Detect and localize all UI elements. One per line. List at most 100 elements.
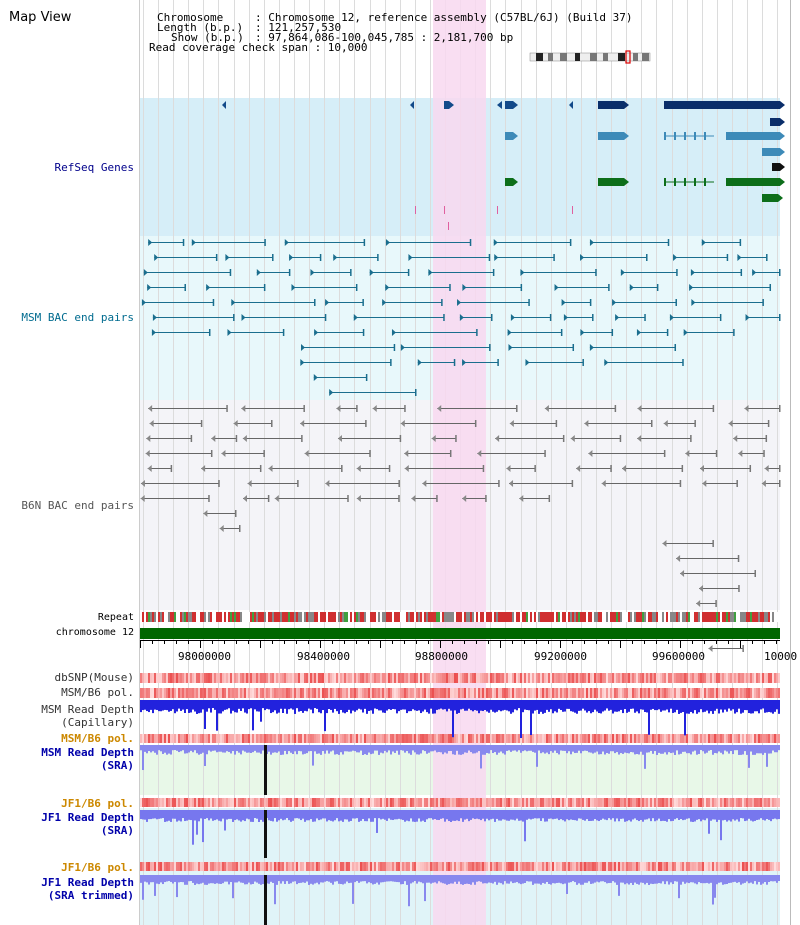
msm-depth-sra-bar: [710, 745, 712, 751]
msm-depth-sra-bar: [220, 745, 222, 752]
msm-b6-pol-heat: [242, 688, 244, 698]
track-label-jf1-b6-pol-2[interactable]: JF1/B6 pol.: [61, 861, 134, 874]
jf1-depth-sra-bar: [340, 810, 342, 821]
jf1-b6-pol-2-heat: [630, 862, 632, 871]
track-label-jf1-depth-sra[interactable]: JF1 Read Depth: [41, 811, 134, 824]
track-label-jf1-b6-pol[interactable]: JF1/B6 pol.: [61, 797, 134, 810]
jf1-b6-pol-heat: [768, 798, 770, 807]
jf1-b6-pol-2-heat: [190, 862, 192, 871]
track-label-refseq[interactable]: RefSeq Genes: [54, 161, 134, 174]
jf1-b6-pol-2-heat: [256, 862, 258, 871]
msm-depth-sra-bar: [502, 745, 504, 754]
track-label-msm-depth-capillary[interactable]: MSM Read Depth: [41, 703, 134, 716]
msm-b6-pol-2-heat: [176, 734, 178, 743]
msm-bac-end: [231, 299, 236, 306]
repeat-segment: [664, 612, 666, 622]
msm-depth-sra-bar: [764, 745, 766, 753]
msm-depth-sra-bar: [410, 745, 412, 755]
dbsnp-heat: [226, 673, 228, 683]
dbsnp-heat: [728, 673, 730, 683]
msm-b6-pol-2-heat: [562, 734, 564, 743]
repeat-segment: [710, 612, 712, 622]
repeat-segment: [322, 612, 324, 622]
selected-region-highlight: [433, 0, 486, 925]
msm-depth-sra-bar: [400, 745, 402, 751]
jf1-depth-trimmed-bar: [616, 875, 618, 885]
jf1-b6-pol-2-heat: [708, 862, 710, 871]
dbsnp-heat: [776, 673, 778, 683]
msm-b6-pol-2-heat: [530, 734, 532, 743]
track-label-msm-bac[interactable]: MSM BAC end pairs: [21, 311, 134, 324]
jf1-b6-pol-2-heat: [564, 862, 566, 871]
jf1-b6-pol-2-heat: [340, 862, 342, 871]
repeat-segment: [704, 612, 706, 622]
jf1-b6-pol-2-heat: [224, 862, 226, 871]
jf1-b6-pol-heat: [654, 798, 656, 807]
msm-bac-end: [462, 359, 467, 366]
b6n-bac-end: [239, 525, 241, 532]
jf1-b6-pol-heat: [330, 798, 332, 807]
jf1-b6-pol-heat: [410, 798, 412, 807]
jf1-b6-pol-heat: [498, 798, 500, 807]
repeat-segment: [758, 612, 760, 622]
track-label-msm-b6-pol-2[interactable]: MSM/B6 pol.: [61, 732, 134, 745]
dbsnp-heat: [386, 673, 388, 683]
dbsnp-heat: [314, 673, 316, 683]
jf1-b6-pol-2-heat: [498, 862, 500, 871]
b6n-bac-end: [388, 465, 391, 472]
dbsnp-heat: [198, 673, 200, 683]
msm-depth-sra-bar: [648, 745, 650, 753]
msm-b6-pol-2-heat: [182, 734, 184, 743]
jf1-b6-pol-2-heat: [434, 862, 436, 871]
refseq-gene-strand: [780, 163, 785, 171]
jf1-depth-sra-bar: [178, 810, 180, 821]
msm-b6-pol-2-heat: [436, 734, 438, 743]
jf1-depth-sra-bar: [664, 810, 666, 821]
repeat-segment: [438, 612, 440, 622]
msm-b6-pol-heat: [408, 688, 410, 698]
jf1-depth-sra-bar: [764, 810, 766, 821]
msm-b6-pol-heat: [710, 688, 712, 698]
msm-depth-sra-bar: [202, 745, 204, 753]
repeat-segment: [492, 612, 494, 622]
jf1-b6-pol-heat: [596, 798, 598, 807]
msm-bac-end: [726, 254, 729, 261]
msm-depth-sra-bar: [508, 745, 510, 751]
dbsnp-heat: [558, 673, 560, 683]
track-label-b6n-bac[interactable]: B6N BAC end pairs: [21, 499, 134, 512]
msm-depth-capillary-bar: [356, 700, 358, 711]
jf1-b6-pol-2-heat: [516, 862, 518, 871]
jf1-depth-sra-bar: [362, 810, 364, 819]
msm-b6-pol-heat: [744, 688, 746, 698]
msm-b6-pol-2-heat: [746, 734, 748, 743]
dbsnp-heat: [458, 673, 460, 683]
repeat-segment: [712, 612, 714, 622]
jf1-b6-pol-heat: [254, 798, 256, 807]
msm-depth-sra-bar: [770, 745, 772, 754]
msm-depth-sra-bar: [622, 745, 624, 754]
jf1-b6-pol-2-heat: [574, 862, 576, 871]
msm-depth-capillary-bar: [350, 700, 352, 714]
repeat-segment: [646, 612, 648, 622]
track-label-msm-b6-pol[interactable]: MSM/B6 pol.: [61, 686, 134, 699]
dbsnp-heat: [262, 673, 264, 683]
msm-depth-capillary-bar: [488, 700, 490, 713]
track-label-msm-depth-sra[interactable]: MSM Read Depth: [41, 746, 134, 759]
jf1-depth-sra-bar: [650, 810, 652, 822]
jf1-depth-trimmed-bar: [774, 875, 776, 882]
msm-depth-capillary-bar: [202, 700, 204, 710]
msm-b6-pol-2-heat: [618, 734, 620, 743]
jf1-b6-pol-2-heat: [538, 862, 540, 871]
msm-depth-capillary-bar: [182, 700, 184, 710]
msm-depth-capillary-bar: [722, 700, 724, 713]
track-label-dbsnp[interactable]: dbSNP(Mouse): [54, 671, 134, 684]
msm-depth-capillary-bar: [544, 700, 546, 713]
msm-b6-pol-2-heat: [524, 734, 526, 743]
track-label-jf1-depth-trimmed[interactable]: JF1 Read Depth: [41, 876, 134, 889]
jf1-depth-sra-bar: [520, 810, 522, 821]
jf1-depth-trimmed-bar: [664, 875, 666, 885]
msm-depth-capillary-bar: [278, 700, 280, 713]
msm-b6-pol-2-heat: [520, 734, 522, 743]
msm-b6-pol-2-heat: [220, 734, 222, 743]
